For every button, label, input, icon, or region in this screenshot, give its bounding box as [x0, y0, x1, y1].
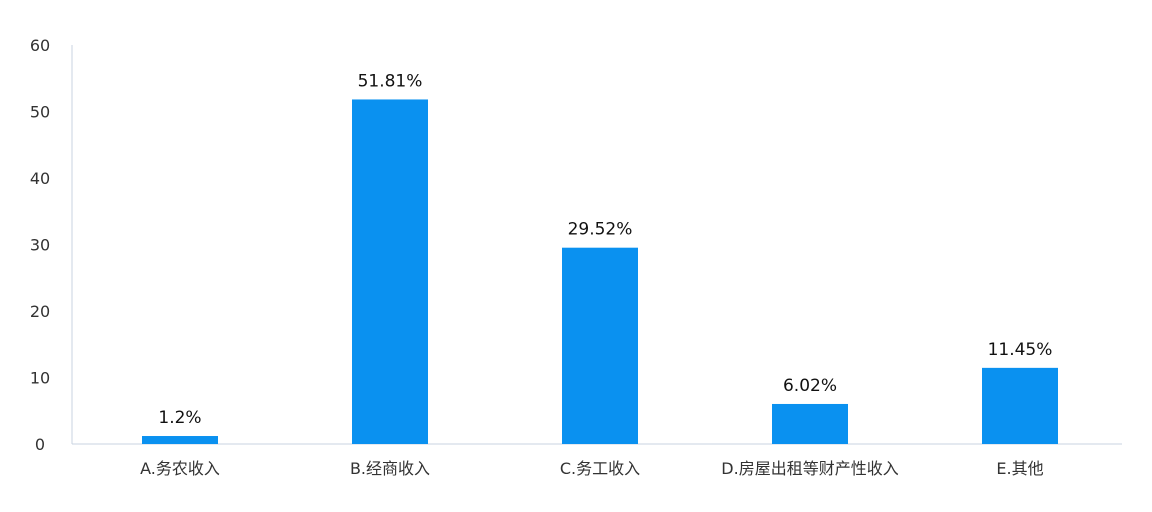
data-label: 51.81% — [358, 71, 423, 91]
y-tick-label: 50 — [30, 103, 50, 122]
y-tick-label: 60 — [30, 36, 50, 55]
data-labels: 1.2% 51.81% 29.52% 6.02% 11.45% — [158, 71, 1052, 428]
category-label: A.务农收入 — [140, 459, 220, 478]
y-tick-label: 40 — [30, 169, 50, 188]
y-axis: 0 10 20 30 40 50 60 — [30, 36, 73, 454]
category-label: E.其他 — [996, 459, 1043, 478]
bar — [772, 403, 848, 444]
category-label: B.经商收入 — [350, 459, 430, 478]
category-label: D.房屋出租等财产性收入 — [721, 459, 898, 478]
bars — [142, 99, 1058, 444]
bar — [142, 436, 218, 444]
y-tick-label: 0 — [35, 435, 45, 454]
bar — [982, 367, 1058, 444]
data-label: 6.02% — [783, 376, 837, 396]
bar — [562, 247, 638, 444]
y-tick-label: 20 — [30, 302, 50, 321]
category-labels: A.务农收入 B.经商收入 C.务工收入 D.房屋出租等财产性收入 E.其他 — [140, 459, 1043, 478]
y-tick-label: 30 — [30, 236, 50, 255]
y-tick-label: 10 — [30, 369, 50, 388]
data-label: 29.52% — [568, 220, 633, 240]
bar — [352, 99, 428, 444]
category-label: C.务工收入 — [560, 459, 640, 478]
data-label: 1.2% — [158, 408, 201, 428]
data-label: 11.45% — [988, 340, 1053, 360]
